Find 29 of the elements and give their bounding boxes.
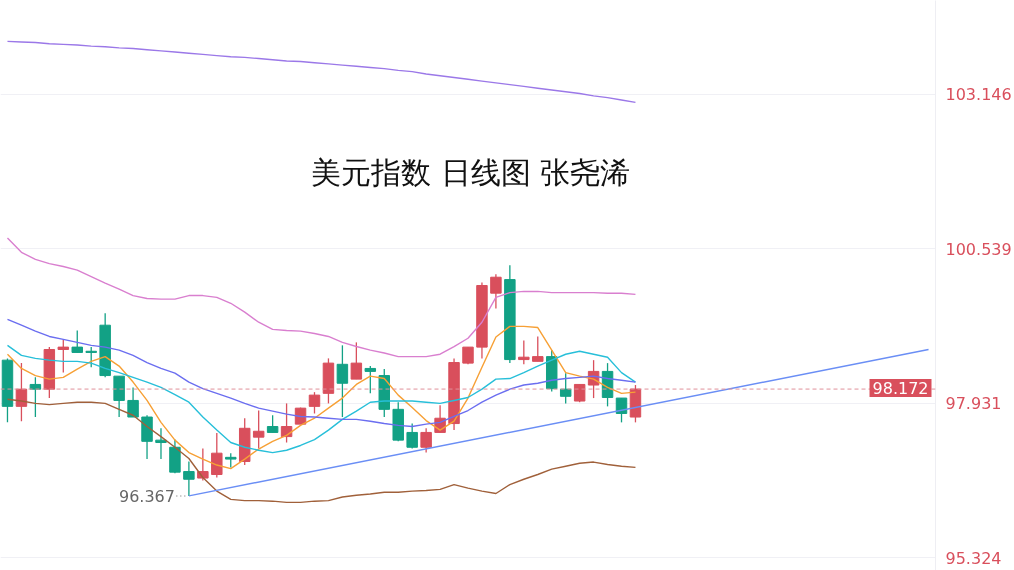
candlestick — [211, 432, 223, 479]
line-series — [6, 40, 637, 104]
candlestick — [183, 460, 195, 497]
candlestick — [615, 397, 628, 424]
y-tick-label: 97.931 — [945, 394, 1002, 414]
candlestick — [308, 391, 321, 415]
candlestick — [336, 344, 349, 418]
candlestick — [57, 338, 70, 374]
candlestick — [532, 335, 544, 362]
candlestick — [71, 329, 83, 354]
line-series — [6, 237, 637, 358]
candlestick — [518, 339, 530, 365]
text: 美元指数 日线图 张尧浠 — [310, 155, 631, 190]
candlestick — [559, 372, 572, 405]
candlestick — [127, 386, 139, 418]
candlestick — [406, 422, 418, 450]
candlestick — [155, 427, 167, 460]
line-series — [6, 344, 637, 454]
candlestick — [364, 365, 377, 394]
y-tick-label: 103.146 — [945, 85, 1012, 105]
candlestick — [490, 273, 502, 310]
candlestick — [85, 346, 97, 368]
ref-line-label: 98.172 — [872, 379, 929, 399]
y-tick-label: 95.324 — [945, 548, 1002, 568]
y-tick-label: 100.539 — [945, 239, 1012, 259]
annotation: 96.367 — [118, 487, 175, 507]
candlestick — [252, 409, 265, 450]
candlestick — [350, 341, 363, 380]
candlestick — [420, 427, 432, 454]
